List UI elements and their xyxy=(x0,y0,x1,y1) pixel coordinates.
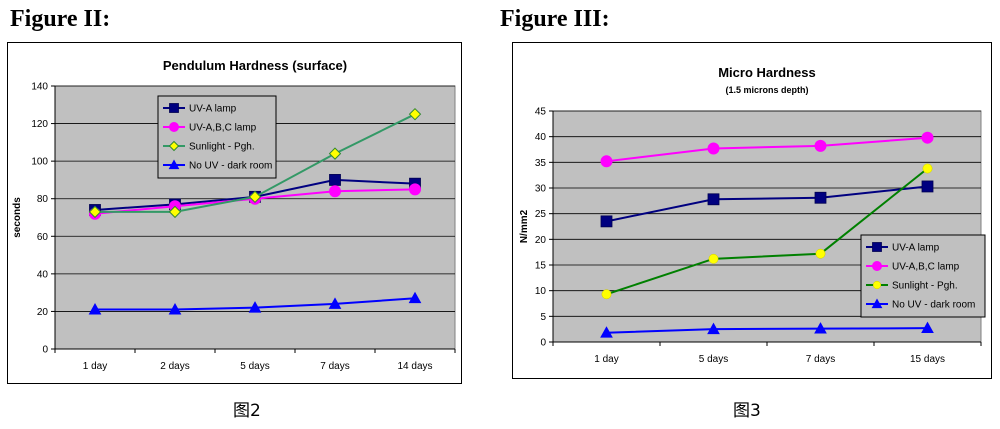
figure-2-heading: Figure II: xyxy=(10,6,111,32)
y-tick-label: 45 xyxy=(535,107,547,118)
y-tick-label: 5 xyxy=(540,312,546,323)
figure-3-heading: Figure III: xyxy=(500,6,610,32)
legend-entry: Sunlight - Pgh. xyxy=(892,281,958,292)
data-point xyxy=(921,180,934,193)
legend-entry: Sunlight - Pgh. xyxy=(189,142,255,153)
y-tick-label: 15 xyxy=(535,261,547,272)
x-tick-label: 5 days xyxy=(240,361,269,372)
figure-2-caption: 图2 xyxy=(233,401,261,421)
y-axis-label: N/mm2 xyxy=(519,209,530,243)
x-tick-label: 1 day xyxy=(594,354,618,365)
data-point xyxy=(168,303,182,315)
y-tick-label: 40 xyxy=(535,132,547,143)
micro-hardness-chart: Micro Hardness (1.5 microns depth) 0 5 10 15 2… xyxy=(512,42,992,379)
y-tick-label: 60 xyxy=(37,232,49,243)
y-axis-label: seconds xyxy=(12,197,23,238)
data-point xyxy=(409,183,421,196)
x-tick-label: 2 days xyxy=(160,361,189,372)
data-point xyxy=(922,163,933,174)
legend-swatch-marker xyxy=(872,242,882,252)
data-point xyxy=(329,185,341,198)
data-point xyxy=(329,174,341,186)
data-point xyxy=(707,142,720,155)
data-point xyxy=(814,139,827,152)
y-tick-label: 100 xyxy=(31,157,48,168)
series-line xyxy=(606,167,929,296)
data-point xyxy=(248,190,262,204)
figure-3-caption: 图3 xyxy=(733,401,761,421)
y-tick-label: 40 xyxy=(37,269,49,280)
series-no-uv-dark-room xyxy=(600,321,934,338)
pendulum-hardness-chart: Pendulum Hardness (surface) 0 20 40 60 80 100 1… xyxy=(7,42,462,384)
legend-swatch-marker xyxy=(169,122,179,132)
legend-swatch-marker xyxy=(168,140,180,152)
x-tick-label: 5 days xyxy=(699,354,728,365)
y-tick-label: 20 xyxy=(535,235,547,246)
series-uv-a-lamp xyxy=(600,180,934,228)
data-point xyxy=(601,289,612,300)
micro-hardness-svg: Micro Hardness (1.5 microns depth) 0 5 10 15 2… xyxy=(519,65,986,365)
legend-entry: UV-A lamp xyxy=(189,104,237,115)
y-tick-label: 20 xyxy=(37,307,49,318)
legend-swatch-marker xyxy=(169,103,179,113)
legend: UV-A lamp UV-A,B,C lamp Sunlight - Pgh. No … xyxy=(860,234,986,318)
data-point xyxy=(168,205,182,219)
data-point xyxy=(408,291,422,304)
series-line xyxy=(606,327,928,334)
legend-swatch-marker xyxy=(168,159,180,170)
series-no-uv-dark-room xyxy=(88,291,422,315)
y-tick-label: 120 xyxy=(31,119,48,130)
series-line xyxy=(606,136,928,163)
data-point xyxy=(708,253,719,264)
data-point xyxy=(600,326,613,338)
chart-title: Micro Hardness xyxy=(718,65,816,80)
series-sunlight-pgh- xyxy=(601,163,933,300)
series-uv-a-b-c-lamp xyxy=(600,131,934,168)
legend-entry: No UV - dark room xyxy=(189,161,272,172)
legend-swatch-marker xyxy=(872,261,882,271)
y-tick-label: 0 xyxy=(42,345,48,356)
x-tick-label: 15 days xyxy=(910,354,945,365)
x-tick-label: 7 days xyxy=(806,354,835,365)
y-tick-label: 25 xyxy=(535,209,547,220)
legend-entry: UV-A,B,C lamp xyxy=(892,262,960,273)
chart-subtitle: (1.5 microns depth) xyxy=(725,85,808,95)
x-tick-label: 14 days xyxy=(397,361,432,372)
y-tick-label: 140 xyxy=(31,82,48,93)
legend-entry: UV-A lamp xyxy=(892,243,940,254)
chart-title: Pendulum Hardness (surface) xyxy=(163,58,347,73)
data-point xyxy=(328,147,342,160)
data-point xyxy=(600,215,613,228)
pendulum-hardness-svg: Pendulum Hardness (surface) 0 20 40 60 80 100 1… xyxy=(12,58,456,372)
x-tick-label: 7 days xyxy=(320,361,349,372)
data-point xyxy=(248,301,262,313)
data-point xyxy=(921,321,934,334)
y-tick-label: 10 xyxy=(535,286,547,297)
y-tick-label: 80 xyxy=(37,194,49,205)
y-tick-label: 30 xyxy=(535,184,547,195)
data-point xyxy=(814,191,827,204)
y-tick-label: 0 xyxy=(540,338,546,349)
data-point xyxy=(707,322,720,335)
legend: UV-A lamp UV-A,B,C lamp Sunlight - Pgh. No … xyxy=(157,95,277,179)
data-point xyxy=(88,205,102,219)
data-point xyxy=(88,303,102,315)
series-line xyxy=(606,185,928,223)
data-point xyxy=(600,155,613,168)
legend-entry: UV-A,B,C lamp xyxy=(189,123,257,134)
data-point xyxy=(328,297,342,309)
data-point xyxy=(814,322,827,334)
data-point xyxy=(707,193,720,206)
series-sunlight-pgh- xyxy=(88,107,422,219)
legend-entry: No UV - dark room xyxy=(892,300,975,311)
data-point xyxy=(408,107,422,121)
legend-swatch-marker xyxy=(872,280,882,290)
data-point xyxy=(921,131,934,144)
legend-swatch-marker xyxy=(871,298,883,309)
x-tick-label: 1 day xyxy=(83,361,107,372)
y-tick-label: 35 xyxy=(535,158,547,169)
data-point xyxy=(815,248,826,259)
